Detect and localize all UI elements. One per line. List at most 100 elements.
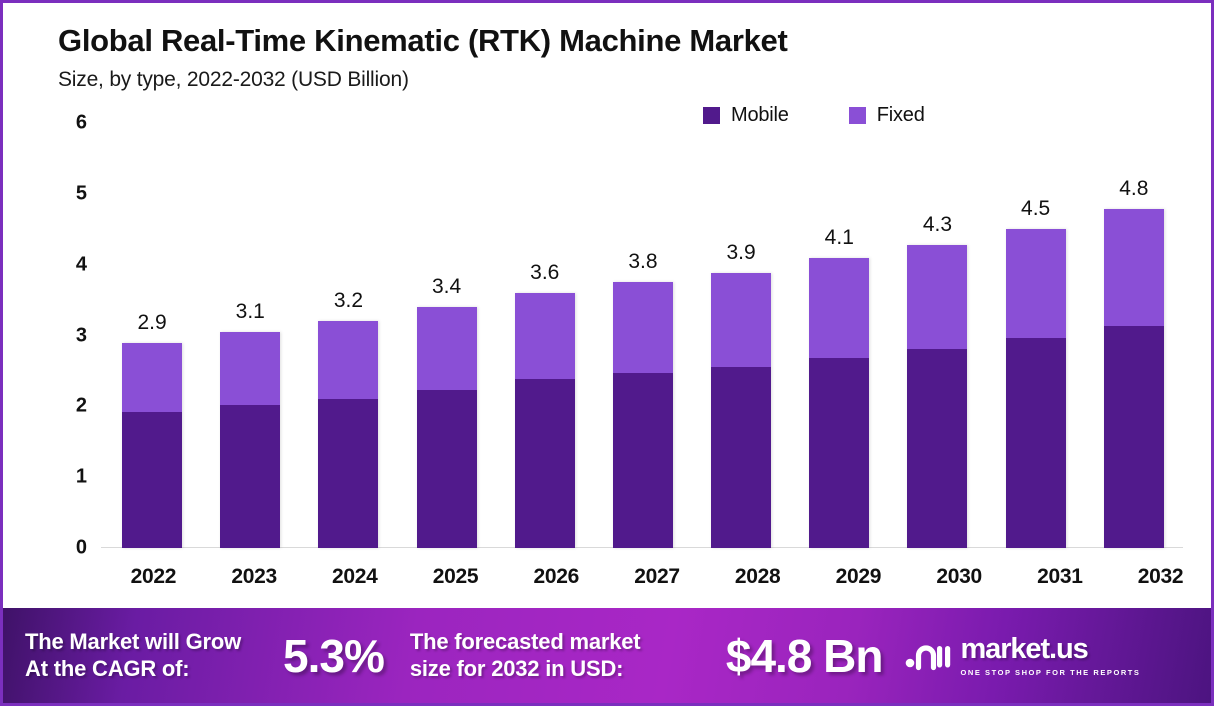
bar-segment-fixed[interactable]	[318, 321, 379, 400]
bar-segment-mobile[interactable]	[416, 390, 477, 548]
x-axis: 2022 2023 2024 2025 2026 2027 2028 2029 2030 2031…	[103, 560, 1211, 594]
bar-segment-fixed[interactable]	[711, 273, 772, 367]
x-axis-tick: 2026	[533, 565, 579, 588]
x-axis-tick: 2029	[835, 565, 882, 588]
bar-group[interactable]: 3.2	[315, 123, 381, 548]
page-title: Global Real-Time Kinematic (RTK) Machine…	[58, 23, 788, 58]
y-axis-tick: 5	[75, 182, 87, 205]
y-axis-tick: 2	[75, 394, 87, 417]
bar-segment-mobile[interactable]	[612, 373, 673, 548]
bar-segment-fixed[interactable]	[514, 293, 575, 380]
bar-value-label: 3.1	[235, 299, 265, 323]
bar-stack[interactable]	[220, 331, 281, 548]
bar-segment-fixed[interactable]	[1005, 229, 1066, 339]
legend-item-fixed[interactable]: Fixed	[848, 104, 925, 127]
bar-segment-fixed[interactable]	[809, 257, 870, 359]
bar-group[interactable]: 3.9	[708, 123, 774, 548]
x-axis-tick: 2030	[936, 565, 982, 588]
bar-segment-fixed[interactable]	[220, 331, 281, 405]
footer-cagr-label-line2: At the CAGR of:	[25, 655, 190, 681]
market-us-logo-text: market.us ONE STOP SHOP FOR THE REPORTS	[960, 632, 1141, 677]
footer-size-value: $4.8 Bn	[725, 629, 884, 682]
bar-segment-fixed[interactable]	[122, 342, 183, 412]
bar-group[interactable]: 4.5	[1003, 123, 1069, 548]
bar-value-label: 3.9	[726, 241, 756, 265]
x-axis-tick: 2032	[1137, 565, 1184, 588]
bar-group[interactable]: 4.8	[1101, 123, 1167, 548]
bar-group[interactable]: 4.1	[806, 123, 872, 548]
y-axis: 0 1 2 3 4 5 6	[63, 112, 103, 559]
x-axis-tick: 2028	[734, 565, 781, 588]
market-us-logo-mark-icon	[905, 634, 951, 677]
bar-segment-mobile[interactable]	[318, 399, 379, 548]
x-axis-tick: 2022	[130, 565, 177, 588]
chart-plot-area: 0 1 2 3 4 5 6 2.9 3.1 3.2 3.4 3.6 3.8 3.9 4.1 4.3 4.5 4.…	[63, 112, 1183, 559]
y-axis-tick: 6	[75, 111, 87, 134]
bar-group[interactable]: 4.3	[904, 123, 970, 548]
bar-group[interactable]: 2.9	[119, 123, 185, 548]
bar-segment-mobile[interactable]	[1103, 326, 1164, 548]
legend-item-mobile[interactable]: Mobile	[703, 104, 789, 127]
logo-wordmark: market.us	[960, 632, 1089, 665]
footer-size-label-line2: size for 2032 in USD:	[409, 655, 624, 681]
bar-group[interactable]: 3.6	[512, 123, 578, 548]
bar-value-label: 4.5	[1021, 197, 1051, 221]
bar-stack[interactable]	[514, 293, 575, 548]
bar-segment-fixed[interactable]	[416, 307, 477, 391]
footer-cagr-label: The Market will Grow At the CAGR of:	[25, 629, 275, 683]
x-axis-tick: 2025	[432, 565, 479, 588]
footer-size-label: The forecasted market size for 2032 in U…	[410, 629, 710, 683]
bar-value-label: 3.8	[628, 250, 658, 274]
bar-segment-mobile[interactable]	[220, 404, 281, 548]
bar-value-label: 4.1	[824, 225, 854, 249]
logo-tagline: ONE STOP SHOP FOR THE REPORTS	[960, 667, 1141, 677]
bar-stack[interactable]	[612, 282, 673, 548]
y-axis-tick: 1	[75, 465, 87, 488]
bar-segment-fixed[interactable]	[612, 282, 673, 374]
bar-segment-mobile[interactable]	[1005, 338, 1066, 548]
footer-cagr-value: 5.3%	[283, 629, 385, 682]
bar-stack[interactable]	[1103, 209, 1164, 548]
bar-value-label: 3.6	[530, 261, 560, 284]
bar-group[interactable]: 3.1	[217, 123, 283, 548]
bar-stack[interactable]	[711, 273, 772, 548]
bar-segment-mobile[interactable]	[514, 379, 575, 548]
chart-subtitle: Size, by type, 2022-2032 (USD Billion)	[58, 67, 409, 91]
y-axis-tick: 3	[75, 324, 87, 346]
x-axis-tick: 2027	[634, 565, 680, 588]
legend-swatch-fixed-icon	[848, 107, 866, 124]
bar-series-container: 2.9 3.1 3.2 3.4 3.6 3.8 3.9 4.1 4.3 4.5 4.8	[103, 123, 1183, 548]
bar-segment-mobile[interactable]	[711, 366, 772, 548]
x-axis-tick: 2031	[1037, 565, 1083, 588]
bar-segment-mobile[interactable]	[122, 412, 183, 548]
bar-value-label: 3.4	[431, 275, 462, 299]
bar-value-label: 3.2	[333, 289, 364, 313]
legend-label-fixed: Fixed	[876, 104, 925, 126]
chart-legend: Mobile Fixed	[703, 104, 925, 127]
market-us-logo[interactable]: market.us ONE STOP SHOP FOR THE REPORTS	[905, 634, 1141, 677]
chart-header: Global Real-Time Kinematic (RTK) Machine…	[58, 23, 1158, 92]
bar-group[interactable]: 3.4	[414, 123, 480, 548]
bar-stack[interactable]	[1005, 229, 1066, 548]
legend-label-mobile: Mobile	[731, 104, 789, 126]
x-axis-tick: 2024	[332, 565, 378, 588]
bar-segment-fixed[interactable]	[907, 244, 968, 349]
bar-value-label: 4.8	[1119, 177, 1149, 201]
bar-stack[interactable]	[122, 342, 183, 548]
footer-cagr-label-line1: The Market will Grow	[25, 628, 242, 654]
y-axis-tick: 0	[75, 536, 87, 559]
bar-segment-mobile[interactable]	[809, 358, 870, 548]
bar-stack[interactable]	[809, 257, 870, 548]
bar-value-label: 4.3	[922, 212, 953, 236]
x-axis-tick: 2023	[231, 565, 277, 588]
bar-segment-mobile[interactable]	[907, 348, 968, 548]
footer-size-label-line1: The forecasted market	[409, 628, 641, 654]
bar-value-label: 2.9	[137, 310, 167, 334]
bar-group[interactable]: 3.8	[610, 123, 676, 548]
bar-segment-fixed[interactable]	[1103, 209, 1164, 327]
bar-stack[interactable]	[416, 307, 477, 548]
bar-stack[interactable]	[907, 244, 968, 548]
y-axis-tick: 4	[75, 253, 87, 276]
bar-stack[interactable]	[318, 321, 379, 548]
